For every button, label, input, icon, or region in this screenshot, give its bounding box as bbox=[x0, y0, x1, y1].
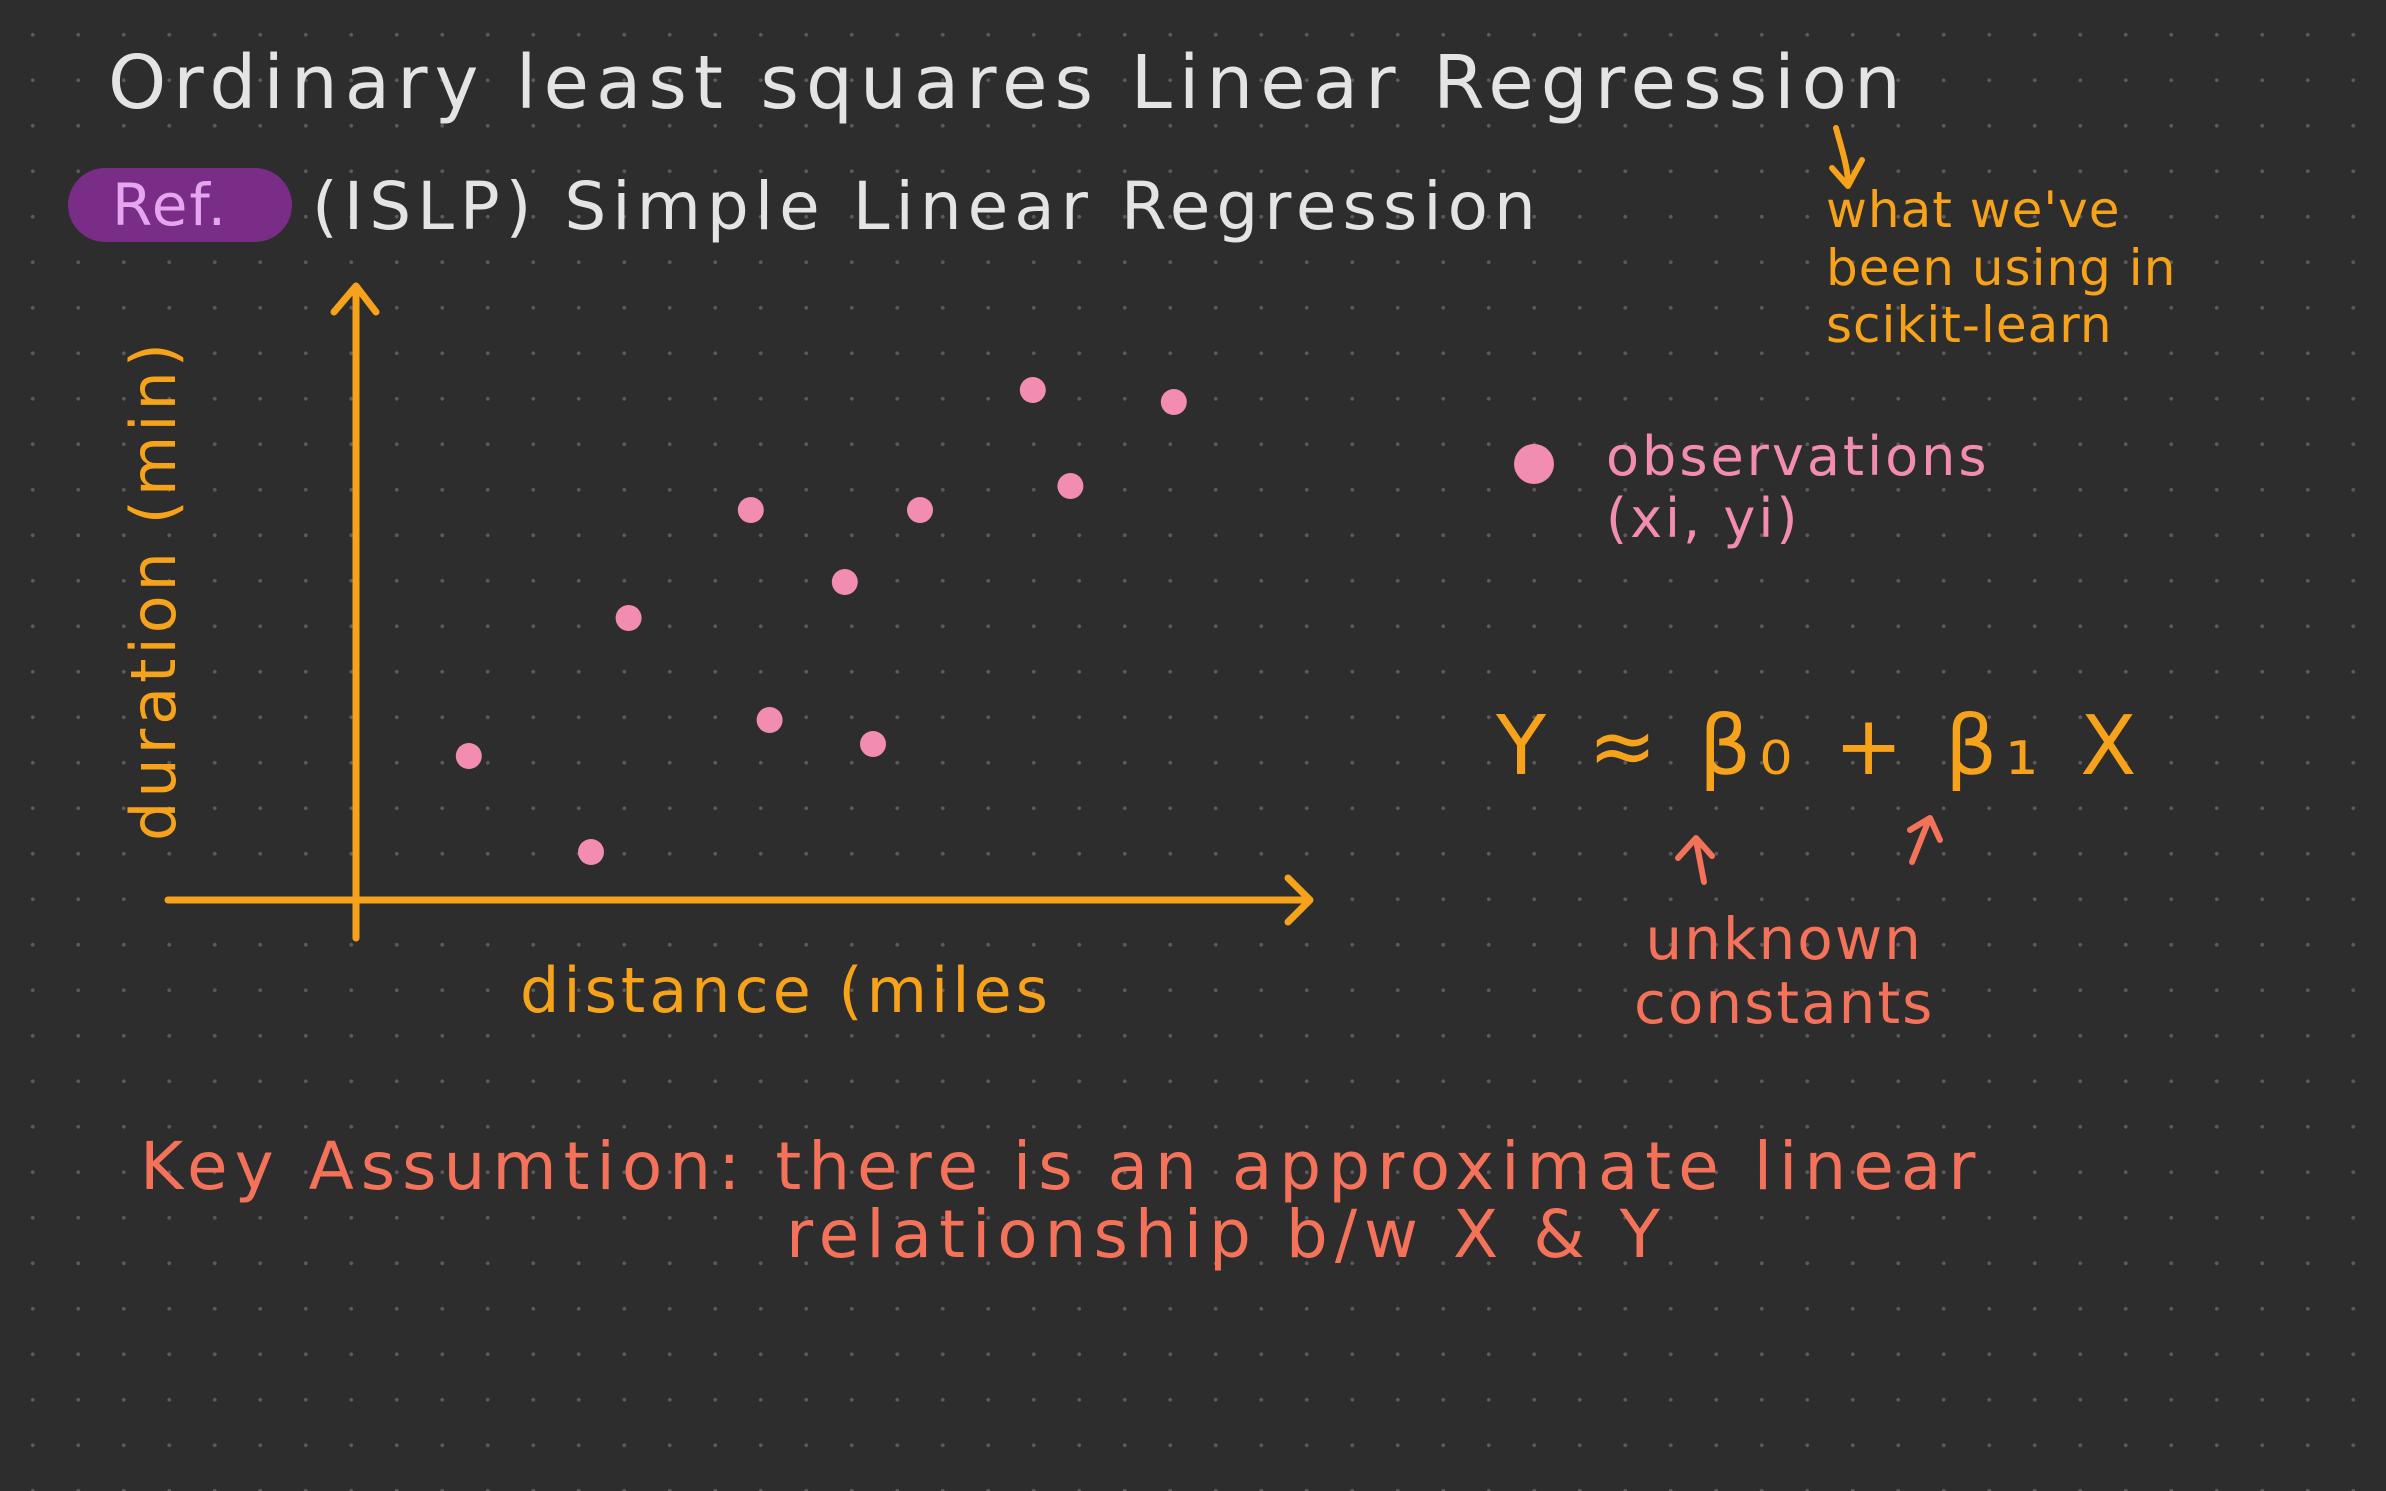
observation-point bbox=[1057, 473, 1084, 499]
x-axis-arrowhead bbox=[1284, 874, 1314, 926]
observation-point bbox=[1019, 377, 1046, 403]
note-arrowhead-icon bbox=[1829, 157, 1865, 189]
observation-point bbox=[1160, 389, 1187, 415]
key-assumption-line-2: relationship b/w X & Y bbox=[786, 1196, 1667, 1273]
constants-line-1: unknown bbox=[1645, 905, 1923, 973]
observation-points bbox=[455, 377, 1187, 865]
beta0-arrowhead-icon bbox=[1675, 835, 1715, 861]
legend-label-line-1: observations bbox=[1606, 425, 1990, 488]
plot-axes bbox=[164, 282, 1314, 942]
constants-line-2: constants bbox=[1634, 968, 1935, 1037]
observation-point bbox=[455, 743, 482, 769]
side-note-line-1: what we've bbox=[1826, 181, 2121, 239]
legend-marker bbox=[1514, 444, 1554, 484]
y-axis-arrowhead bbox=[330, 282, 380, 316]
side-note: what we've been using in scikit-learn bbox=[1826, 181, 2177, 355]
observation-point bbox=[756, 707, 783, 733]
beta1-arrowhead-icon bbox=[1907, 815, 1943, 843]
observation-point bbox=[907, 497, 933, 523]
observation-point bbox=[615, 605, 642, 631]
side-note-line-3: scikit-learn bbox=[1826, 296, 2113, 354]
reference-badge bbox=[68, 168, 292, 242]
regression-formula: Y ≈ β₀ + β₁ X bbox=[1496, 699, 2145, 794]
beta0-arrow-icon bbox=[1693, 837, 1707, 885]
annotation-arrows bbox=[1675, 125, 1943, 885]
key-assumption-line-1: Key Assumtion: there is an approximate l… bbox=[140, 1128, 1983, 1205]
legend-label: observations (xi, yi) bbox=[1606, 425, 1990, 551]
observation-point bbox=[737, 497, 764, 523]
constants-label: unknown constants bbox=[1634, 905, 1935, 1037]
beta1-arrow-icon bbox=[1909, 819, 1931, 865]
side-note-line-2: been using in bbox=[1826, 238, 2177, 297]
observation-point bbox=[860, 731, 886, 757]
x-axis-label: distance (miles bbox=[520, 954, 1052, 1027]
observation-point bbox=[831, 569, 858, 595]
reference-badge-label: Ref. bbox=[112, 171, 229, 239]
note-arrow-icon bbox=[1833, 125, 1851, 187]
page-title: Ordinary least squares Linear Regression bbox=[108, 40, 1908, 126]
legend-label-line-2: (xi, yi) bbox=[1606, 487, 1801, 551]
observation-point bbox=[578, 839, 604, 865]
subtitle: (ISLP) Simple Linear Regression bbox=[312, 168, 1542, 245]
